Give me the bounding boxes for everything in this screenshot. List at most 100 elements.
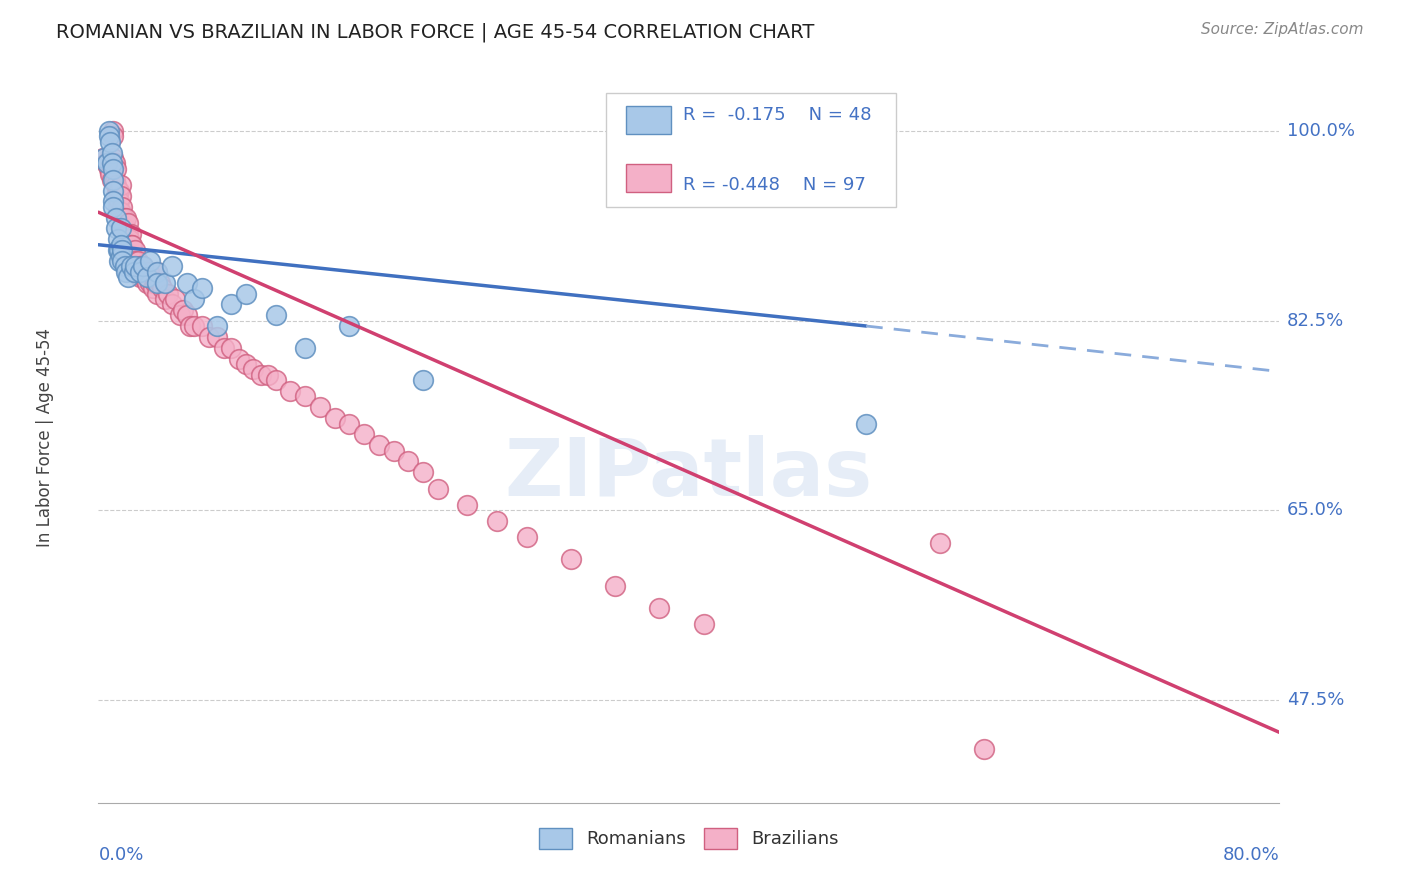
Point	[118, 232, 141, 246]
Point	[115, 232, 138, 246]
Point	[111, 221, 134, 235]
Point	[129, 260, 152, 274]
Point	[516, 530, 538, 544]
Point	[105, 161, 128, 176]
Point	[176, 276, 198, 290]
Point	[235, 357, 257, 371]
Text: 65.0%: 65.0%	[1286, 501, 1344, 519]
Text: In Labor Force | Age 45-54: In Labor Force | Age 45-54	[37, 327, 55, 547]
Point	[108, 194, 131, 209]
Point	[205, 318, 228, 333]
Point	[105, 178, 128, 193]
Point	[353, 427, 375, 442]
Point	[108, 184, 131, 198]
Point	[264, 308, 287, 322]
Point	[112, 211, 135, 225]
Point	[382, 443, 405, 458]
Point	[198, 330, 221, 344]
Point	[110, 205, 132, 219]
Point	[105, 221, 128, 235]
Point	[98, 135, 121, 149]
Point	[412, 465, 434, 479]
Point	[264, 373, 287, 387]
Point	[103, 200, 125, 214]
Point	[111, 200, 134, 214]
Point	[103, 172, 125, 186]
Text: 80.0%: 80.0%	[1223, 847, 1279, 864]
Point	[103, 151, 125, 165]
Point	[103, 129, 125, 144]
Text: ZIPatlas: ZIPatlas	[505, 434, 873, 513]
Point	[121, 237, 143, 252]
Point	[114, 221, 136, 235]
Point	[138, 265, 160, 279]
Point	[153, 292, 176, 306]
Point	[183, 318, 205, 333]
Point	[142, 281, 165, 295]
Point	[162, 297, 183, 311]
Point	[112, 227, 135, 241]
Point	[127, 254, 149, 268]
Point	[693, 617, 716, 632]
Point	[294, 389, 316, 403]
Point	[368, 438, 391, 452]
Text: ROMANIAN VS BRAZILIAN IN LABOR FORCE | AGE 45-54 CORRELATION CHART: ROMANIAN VS BRAZILIAN IN LABOR FORCE | A…	[56, 22, 814, 42]
Point	[103, 184, 125, 198]
Point	[457, 498, 479, 512]
Point	[120, 260, 142, 274]
Text: 0.0%: 0.0%	[98, 847, 143, 864]
Point	[139, 276, 162, 290]
Point	[115, 265, 138, 279]
Point	[221, 297, 243, 311]
Point	[242, 362, 264, 376]
Point	[605, 579, 627, 593]
Point	[96, 156, 118, 170]
Point	[120, 237, 142, 252]
Point	[114, 260, 136, 274]
Point	[120, 227, 142, 241]
Legend: Romanians, Brazilians: Romanians, Brazilians	[531, 821, 846, 856]
Point	[117, 216, 139, 230]
Point	[136, 270, 159, 285]
Point	[97, 161, 120, 176]
Point	[412, 373, 434, 387]
Text: 82.5%: 82.5%	[1286, 311, 1344, 329]
Point	[93, 151, 115, 165]
Point	[165, 292, 187, 306]
Point	[91, 151, 114, 165]
Point	[122, 265, 145, 279]
Point	[107, 200, 129, 214]
Point	[105, 211, 128, 225]
Point	[339, 417, 361, 431]
Point	[107, 232, 129, 246]
Point	[648, 600, 671, 615]
Point	[124, 243, 146, 257]
Point	[257, 368, 280, 382]
Point	[560, 552, 582, 566]
Text: 100.0%: 100.0%	[1286, 122, 1355, 140]
Point	[929, 535, 952, 549]
Point	[172, 302, 194, 317]
Point	[128, 265, 150, 279]
Point	[103, 161, 125, 176]
Point	[132, 270, 155, 285]
Point	[191, 318, 214, 333]
Point	[139, 254, 162, 268]
Text: R = -0.448    N = 97: R = -0.448 N = 97	[683, 176, 866, 194]
Point	[103, 124, 125, 138]
Point	[122, 254, 145, 268]
Point	[110, 178, 132, 193]
Point	[146, 265, 169, 279]
Point	[128, 260, 150, 274]
Point	[339, 318, 361, 333]
Point	[191, 281, 214, 295]
Point	[149, 276, 172, 290]
Point	[143, 276, 166, 290]
Point	[104, 172, 127, 186]
Point	[117, 270, 139, 285]
Point	[135, 265, 157, 279]
Point	[146, 265, 169, 279]
Point	[427, 482, 450, 496]
Point	[103, 194, 125, 209]
Point	[94, 156, 117, 170]
